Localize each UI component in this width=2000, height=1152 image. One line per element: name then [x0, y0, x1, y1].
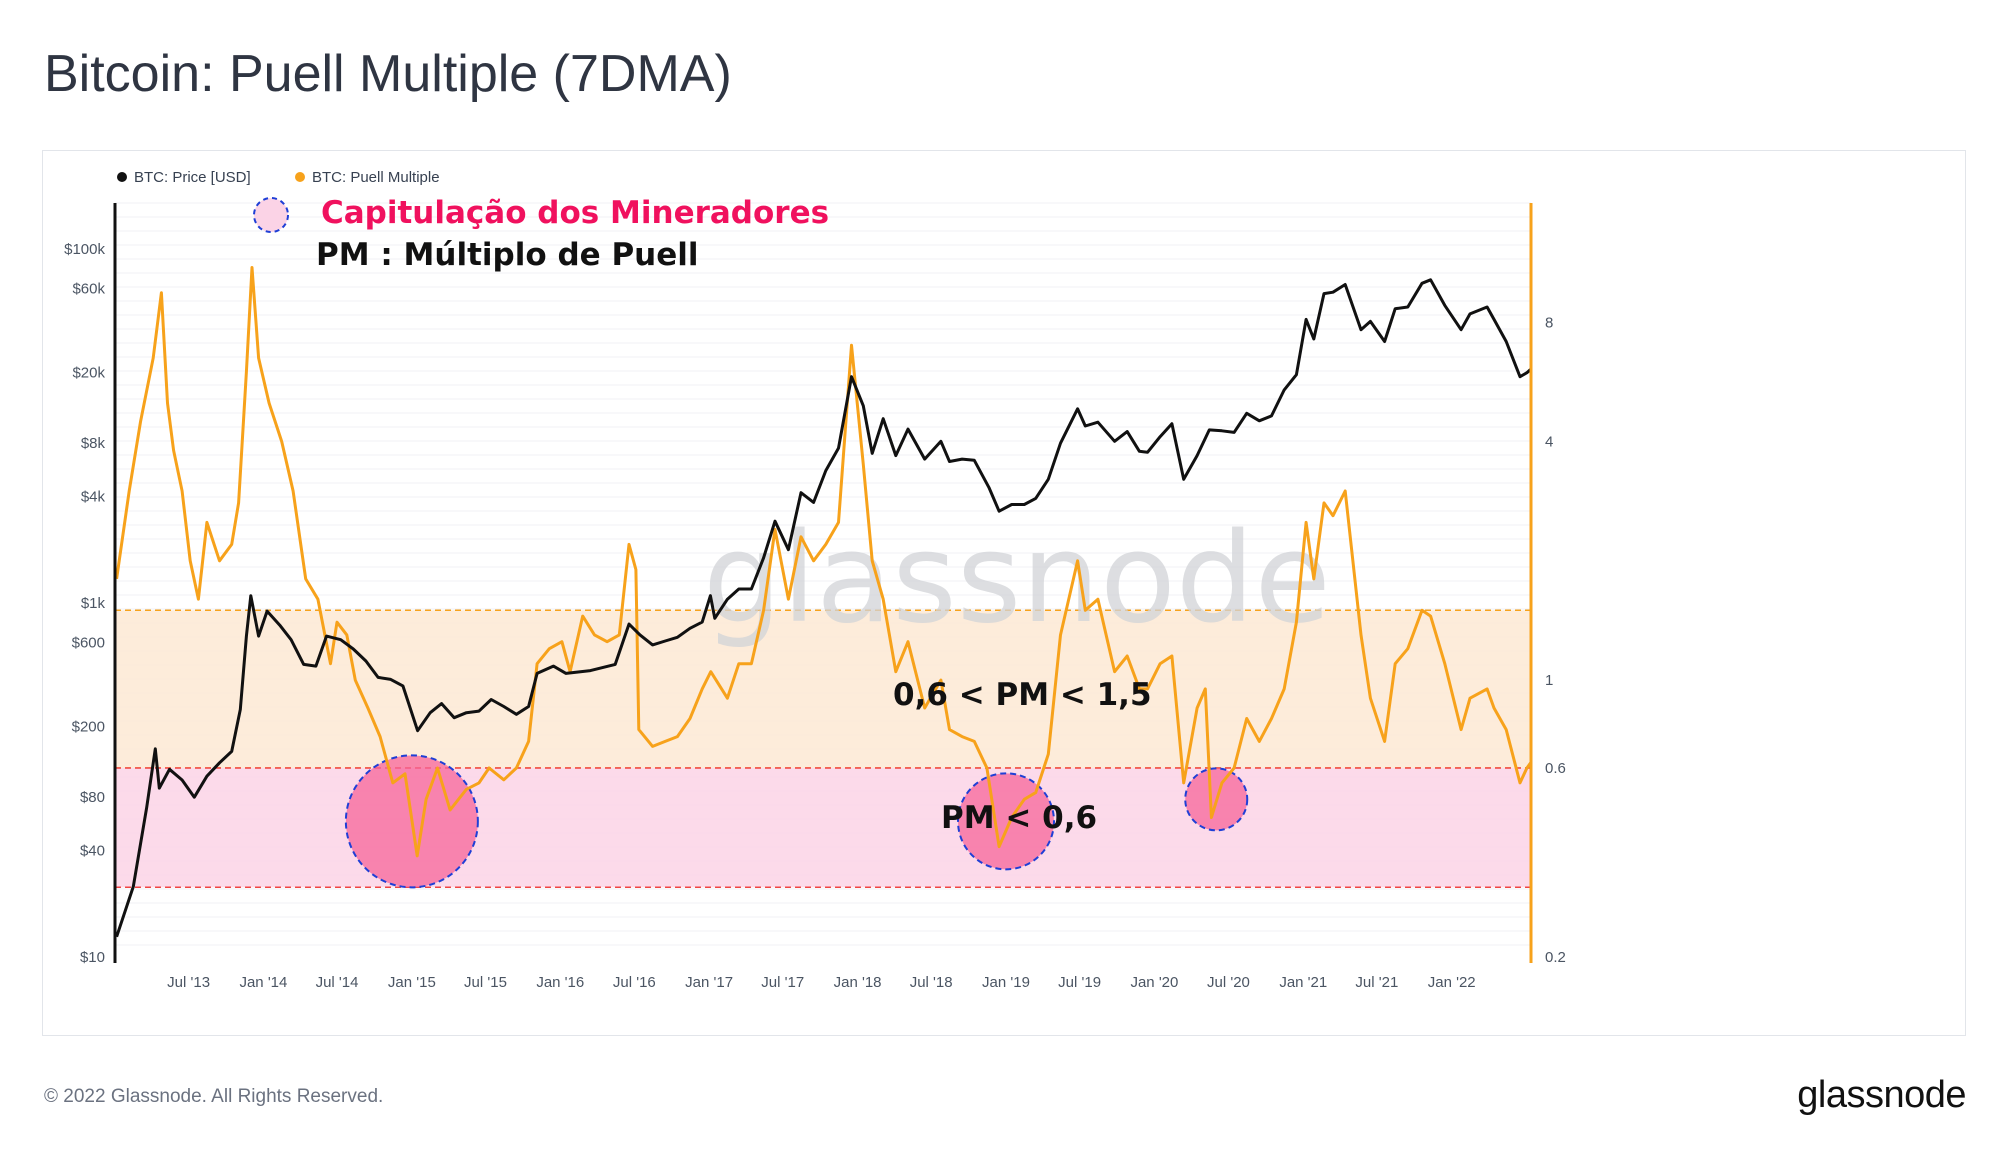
- x-tick-label: Jul '16: [613, 974, 656, 991]
- x-tick-label: Jan '19: [982, 974, 1030, 991]
- x-tick-label: Jul '14: [316, 974, 359, 991]
- x-tick-label: Jan '17: [685, 974, 733, 991]
- chart-title: Bitcoin: Puell Multiple (7DMA): [44, 45, 732, 103]
- x-tick-label: Jan '16: [536, 974, 584, 991]
- band-1: [115, 767, 1531, 888]
- y-left-tick-label: $60k: [72, 280, 105, 297]
- x-tick-label: Jul '19: [1058, 974, 1101, 991]
- legend: BTC: Price [USD] BTC: Puell Multiple: [117, 169, 440, 186]
- y-left-tick-label: $20k: [72, 365, 105, 382]
- copyright: © 2022 Glassnode. All Rights Reserved.: [44, 1086, 384, 1107]
- x-tick-label: Jan '18: [834, 974, 882, 991]
- band-lower-label: PM < 0,6: [941, 800, 1097, 836]
- band-upper-label: 0,6 < PM < 1,5: [893, 677, 1152, 713]
- y-left-tick-label: $10: [80, 949, 105, 966]
- chart-panel: glassnode $10 $40 $80 $200 $600 $1k $4k $8k $20k…: [42, 150, 1966, 1036]
- x-tick-label: Jan '15: [388, 974, 436, 991]
- x-tick-label: Jul '21: [1355, 974, 1398, 991]
- y-left-tick-label: $40: [80, 842, 105, 859]
- annotations: Capitulação dos Mineradores PM : Múltipl…: [253, 195, 1152, 836]
- axes: $10 $40 $80 $200 $600 $1k $4k $8k $20k $60k $100k 0…: [64, 203, 1566, 991]
- puell-multiple-line: [115, 266, 1533, 858]
- x-tick-label: Jul '18: [910, 974, 953, 991]
- y-left-tick-label: $100k: [64, 241, 105, 258]
- footer-logo: glassnode: [1797, 1074, 1966, 1116]
- x-tick-label: Jan '14: [239, 974, 287, 991]
- y-right-tick-label: 8: [1545, 314, 1553, 331]
- pm-definition-label: PM : Múltiplo de Puell: [316, 237, 699, 273]
- x-tick-label: Jul '15: [464, 974, 507, 991]
- legend-puell-label: BTC: Puell Multiple: [312, 169, 440, 186]
- x-tick-label: Jul '17: [761, 974, 804, 991]
- price-line: [115, 278, 1533, 938]
- y-right-tick-label: 4: [1545, 434, 1553, 451]
- x-tick-label: Jan '20: [1130, 974, 1178, 991]
- watermark: glassnode: [703, 507, 1331, 651]
- y-left-tick-label: $4k: [81, 488, 106, 505]
- legend-puell-swatch: [295, 172, 305, 182]
- x-tick-label: Jul '13: [167, 974, 210, 991]
- capitulation-legend-icon: [253, 197, 289, 233]
- legend-price-label: BTC: Price [USD]: [134, 169, 251, 186]
- y-right-tick-label: 1: [1545, 672, 1553, 689]
- y-right-tick-label: 0.6: [1545, 760, 1566, 777]
- x-tick-label: Jan '21: [1279, 974, 1327, 991]
- legend-price-swatch: [117, 172, 127, 182]
- y-left-tick-label: $1k: [81, 595, 106, 612]
- chart-svg: glassnode $10 $40 $80 $200 $600 $1k $4k $8k $20k…: [64, 169, 1566, 991]
- y-left-tick-label: $200: [72, 719, 105, 736]
- y-left-tick-label: $80: [80, 789, 105, 806]
- capitulation-label: Capitulação dos Mineradores: [321, 195, 829, 231]
- y-left-tick-label: $8k: [81, 435, 106, 452]
- y-right-tick-label: 0.2: [1545, 949, 1566, 966]
- y-left-tick-label: $600: [72, 634, 105, 651]
- x-tick-label: Jan '22: [1428, 974, 1476, 991]
- x-tick-label: Jul '20: [1207, 974, 1250, 991]
